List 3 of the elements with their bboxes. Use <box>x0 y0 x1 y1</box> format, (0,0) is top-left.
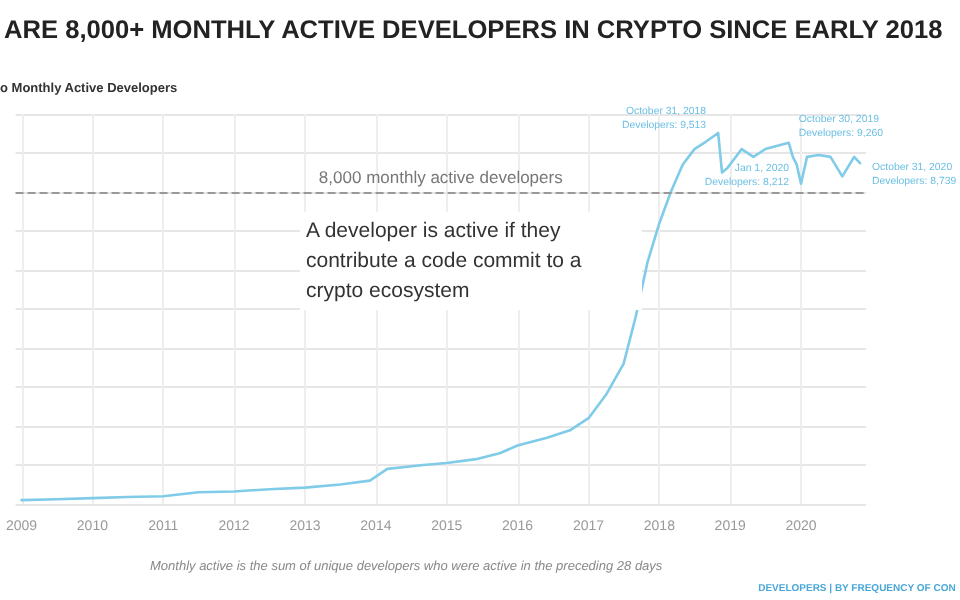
chart-title: ARE 8,000+ MONTHLY ACTIVE DEVELOPERS IN CRYPTO SINCE EARLY 2018 <box>4 14 943 44</box>
ref-line-label: 8,000 monthly active developers <box>318 167 563 187</box>
annotation: A developer is active if they contribute a code commit to a crypto ecosystem <box>306 219 588 303</box>
